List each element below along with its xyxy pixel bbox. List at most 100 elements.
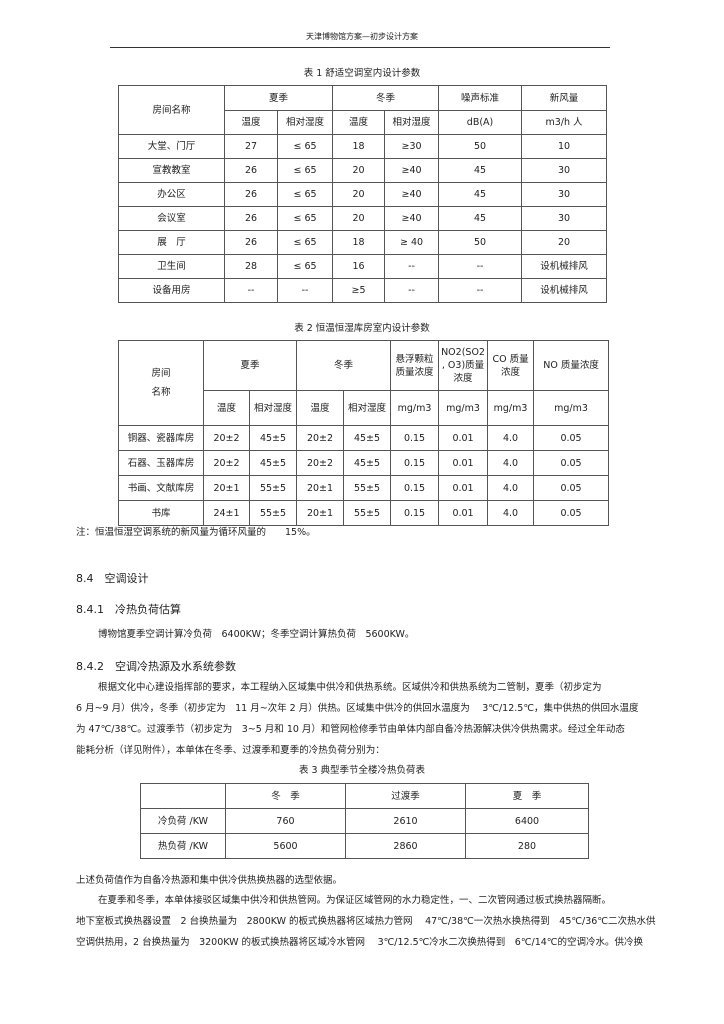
table-cell: 55±5 — [343, 475, 392, 501]
paragraph-line: 在夏季和冬季，本单体接驳区域集中供冷和供热管网。为保证区域管网的水力稳定性，一、… — [98, 895, 612, 906]
table-cell: 0.05 — [533, 450, 610, 476]
table-row: 卫生间 28 ≤ 65 16 -- -- 设机械排风 — [118, 254, 608, 279]
header-text: 名称 — [151, 387, 171, 398]
table-cell: 0.15 — [390, 425, 440, 451]
table-row: 书库 24±1 55±5 20±1 55±5 0.15 0.01 4.0 0.05 — [118, 500, 610, 526]
table-cell: 0.15 — [390, 450, 440, 476]
table-cell: 10 — [521, 134, 608, 159]
table-cell: 760 — [225, 808, 346, 834]
table-cell: 0.15 — [390, 475, 440, 501]
table-cell: -- — [384, 254, 440, 279]
table-cell: 会议室 — [118, 206, 225, 231]
table2-note: 注：恒温恒湿空调系统的新风量为循环风量的 15%。 — [76, 527, 316, 538]
table-row: 大堂、门厅 27 ≤ 65 18 ≥30 50 10 — [118, 134, 608, 159]
header-cell: NO 质量浓度 — [533, 340, 610, 391]
header-cell: 夏季 — [202, 340, 298, 391]
table-cell: 18 — [332, 230, 386, 255]
header-cell: 夏 季 — [465, 783, 589, 809]
table-cell: 55±5 — [248, 475, 298, 501]
table-cell: 18 — [332, 134, 386, 159]
table-cell: 30 — [521, 158, 608, 183]
paragraph-line: 6 月~9 月）供冷，冬季（初步定为 11 月~次年 2 月）供热。区域集中供冷… — [76, 703, 639, 714]
paragraph: 博物馆夏季空调计算冷负荷 6400KW；冬季空调计算热负荷 5600KW。 — [98, 629, 415, 640]
paragraph-line: 空调供热用，2 台换热量为 3200KW 的板式换热器将区域冷水管网 3℃/12… — [76, 937, 643, 948]
table-cell: 宣教教室 — [118, 158, 225, 183]
header-cell: 温度 — [224, 110, 278, 135]
table-row: 宣教教室 26 ≤ 65 20 ≥40 45 30 — [118, 158, 608, 183]
header-cell: mg/m3 — [533, 390, 610, 426]
table-cell: 5600 — [225, 833, 346, 859]
header-cell: 冬 季 — [225, 783, 346, 809]
table-cell: 45 — [438, 206, 523, 231]
table-cell: ≥30 — [384, 134, 440, 159]
table-cell: 2610 — [345, 808, 466, 834]
header-cell: 相对湿度 — [343, 390, 392, 426]
table-cell: 4.0 — [487, 425, 535, 451]
table-cell: 4.0 — [487, 500, 535, 526]
table-cell: 26 — [224, 206, 278, 231]
table-cell: 20±2 — [203, 425, 250, 451]
table-cell: 280 — [465, 833, 589, 859]
table3-caption: 表 3 典型季节全楼冷热负荷表 — [298, 765, 426, 776]
table-cell: 铜器、瓷器库房 — [118, 425, 204, 451]
header-text: 房间 — [151, 368, 171, 379]
table-cell: 20 — [332, 182, 386, 207]
header-cell: m3/h 人 — [521, 110, 608, 135]
header-cell: mg/m3 — [438, 390, 489, 426]
header-cell: 冬季 — [296, 340, 392, 391]
table-cell: ≤ 65 — [276, 158, 334, 183]
table-cell: 20 — [332, 158, 386, 183]
table-cell: 4.0 — [487, 475, 535, 501]
table-cell: 45 — [438, 182, 523, 207]
table-cell: 卫生间 — [118, 254, 225, 279]
table-cell: 0.05 — [533, 425, 610, 451]
header-cell: 房间名称 — [118, 85, 225, 135]
table-cell: 大堂、门厅 — [118, 134, 225, 159]
header-cell: 冬季 — [332, 85, 440, 111]
table-cell: 20±1 — [296, 500, 345, 526]
header-cell: 温度 — [296, 390, 345, 426]
table-row: 展 厅 26 ≤ 65 18 ≥ 40 50 20 — [118, 230, 608, 255]
table-cell: 0.01 — [438, 475, 489, 501]
table-cell: 55±5 — [343, 500, 392, 526]
header-cell: 相对湿度 — [384, 110, 440, 135]
table-cell: 20±2 — [203, 450, 250, 476]
table-cell: 26 — [224, 230, 278, 255]
table-cell: 20±2 — [296, 425, 345, 451]
table3: 冬 季过渡季夏 季 冷负荷 /KW 760 2610 6400 热负荷 /KW 5600 2… — [140, 783, 589, 859]
header-cell: 房间名称 — [118, 340, 204, 426]
table-cell: 30 — [521, 182, 608, 207]
table-cell: 20 — [332, 206, 386, 231]
header-cell: NO2(SO2 , O3)质量浓度 — [438, 340, 489, 391]
table-cell: 26 — [224, 182, 278, 207]
table-cell: ≥40 — [384, 158, 440, 183]
paragraph-line: 地下室板式换热器设置 2 台换热量为 2800KW 的板式换热器将区域热力管网 … — [76, 916, 656, 927]
table-row: 会议室 26 ≤ 65 20 ≥40 45 30 — [118, 206, 608, 231]
table-cell: 45±5 — [343, 450, 392, 476]
table-cell: 2860 — [345, 833, 466, 859]
header-cell: 悬浮颗粒质量浓度 — [390, 340, 440, 391]
header-cell: 相对湿度 — [248, 390, 298, 426]
table-cell: 0.01 — [438, 450, 489, 476]
table-cell: 设机械排风 — [521, 254, 608, 279]
table-cell: 45 — [438, 158, 523, 183]
table-cell: -- — [438, 254, 523, 279]
table-cell: 50 — [438, 134, 523, 159]
paragraph-line: 根据文化中心建设指挥部的要求，本工程纳入区域集中供冷和供热系统。区域供冷和供热系… — [98, 682, 602, 693]
table-cell: 0.15 — [390, 500, 440, 526]
table-cell: 4.0 — [487, 450, 535, 476]
table-cell: 45±5 — [343, 425, 392, 451]
section-8-4: 8.4 空调设计 — [76, 572, 149, 585]
table-cell: 16 — [332, 254, 386, 279]
header-cell: dB(A) — [438, 110, 523, 135]
header-cell: CO 质量浓度 — [487, 340, 535, 391]
table-cell: ≤ 65 — [276, 206, 334, 231]
header-cell: 过渡季 — [345, 783, 466, 809]
table-row: 书画、文献库房 20±1 55±5 20±1 55±5 0.15 0.01 4.0 0.05 — [118, 475, 610, 501]
table1-caption: 表 1 舒适空调室内设计参数 — [303, 68, 421, 79]
table-cell: 24±1 — [203, 500, 250, 526]
table-cell: 20 — [521, 230, 608, 255]
running-header: 天津博物馆方案—初步设计方案 — [306, 32, 418, 41]
table-row: 设备用房 -- -- ≥5 -- -- 设机械排风 — [118, 278, 608, 303]
table-cell: -- — [438, 278, 523, 303]
